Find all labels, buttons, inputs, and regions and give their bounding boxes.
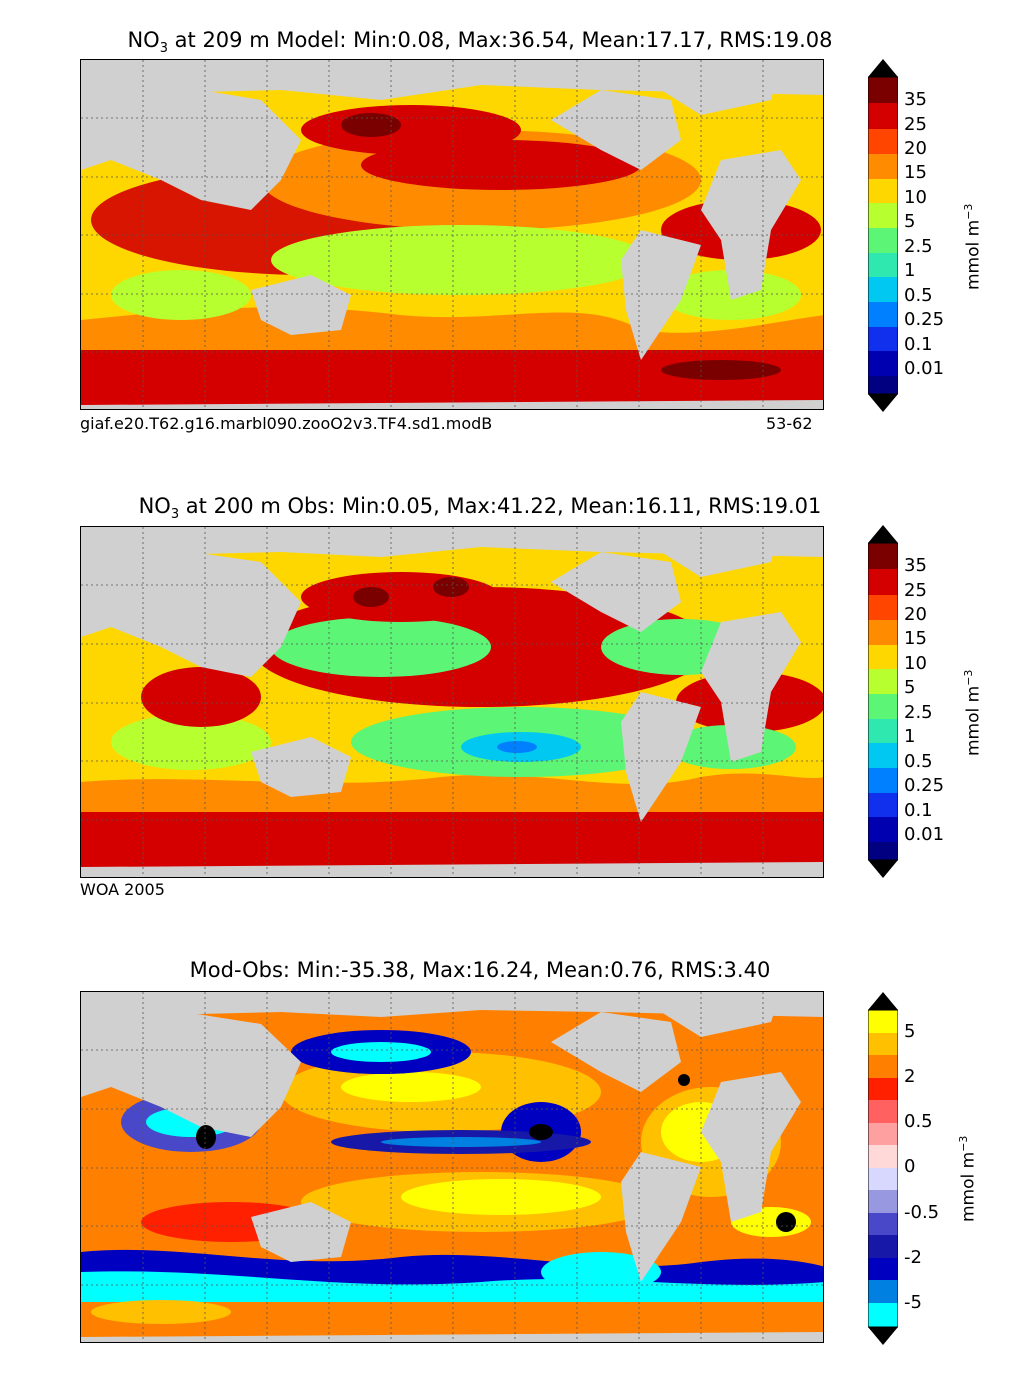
panel-2-colorbar-label: 0.5 bbox=[904, 751, 933, 772]
panel-2-colorbar-label: 15 bbox=[904, 628, 927, 649]
panel-3-colorbar-label: 2 bbox=[904, 1066, 916, 1087]
panel-2-colorbar-label: 25 bbox=[904, 580, 927, 601]
panel-3-colorbar-label: 0 bbox=[904, 1156, 916, 1177]
panel-1-map-svg bbox=[81, 60, 823, 409]
panel-1-colorbar-label: 1 bbox=[904, 260, 916, 281]
panel-1-colorbar-label: 10 bbox=[904, 187, 927, 208]
panel-2-caption-left: WOA 2005 bbox=[80, 880, 165, 899]
panel-1-colorbar-label: 25 bbox=[904, 114, 927, 135]
panel-3-map bbox=[80, 991, 824, 1343]
panel-3-title: Mod-Obs: Min:-35.38, Max:16.24, Mean:0.7… bbox=[189, 958, 771, 982]
panel-2-colorbar-label: 5 bbox=[904, 677, 916, 698]
panel-3-colorbar-label: 5 bbox=[904, 1021, 916, 1042]
panel-2-colorbar-label: 20 bbox=[904, 604, 927, 625]
panel-1-colorbar-label: 5 bbox=[904, 211, 916, 232]
panel-2-colorbar-label: 35 bbox=[904, 555, 927, 576]
panel-3-colorbar-label: -2 bbox=[904, 1247, 922, 1268]
panel-1-title: NO3 at 209 m Model: Min:0.08, Max:36.54,… bbox=[127, 28, 833, 57]
panel-2-title: NO3 at 200 m Obs: Min:0.05, Max:41.22, M… bbox=[138, 494, 822, 523]
panel-1-colorbar-label: 35 bbox=[904, 89, 927, 110]
panel-1-map bbox=[80, 59, 824, 410]
panel-1-caption-left: giaf.e20.T62.g16.marbl090.zooO2v3.TF4.sd… bbox=[80, 414, 493, 433]
panel-2-colorbar-label: 2.5 bbox=[904, 702, 933, 723]
panel-2-map-svg bbox=[81, 527, 823, 877]
panel-1-colorbar-label: 0.5 bbox=[904, 285, 933, 306]
panel-2-colorbar bbox=[867, 525, 899, 878]
panel-2-colorbar-label: 0.25 bbox=[904, 775, 945, 796]
panel-3-colorbar-label: -0.5 bbox=[904, 1202, 940, 1223]
panel-1-colorbar-label: 15 bbox=[904, 162, 927, 183]
panel-1-colorbar-label: 0.1 bbox=[904, 334, 933, 355]
panel-1-colorbar bbox=[867, 59, 899, 412]
panel-2-colorbar-label: 1 bbox=[904, 726, 916, 747]
panel-3-colorbar-label: 0.5 bbox=[904, 1111, 933, 1132]
panel-1-colorbar-unit: mmol m−3 bbox=[962, 203, 984, 290]
panel-1-colorbar-label: 2.5 bbox=[904, 236, 933, 257]
panel-2-map bbox=[80, 526, 824, 878]
panel-1-colorbar-label: 0.01 bbox=[904, 358, 945, 379]
panel-3-map-svg bbox=[81, 992, 823, 1342]
panel-1-colorbar-label: 0.25 bbox=[904, 309, 945, 330]
panel-1-colorbar-label: 20 bbox=[904, 138, 927, 159]
panel-3-colorbar-unit: mmol m−3 bbox=[957, 1135, 979, 1222]
panel-3-colorbar bbox=[867, 992, 899, 1345]
panel-3-colorbar-label: -5 bbox=[904, 1292, 922, 1313]
panel-1-caption-right: 53-62 bbox=[766, 414, 813, 433]
panel-2-colorbar-label: 0.01 bbox=[904, 824, 945, 845]
panel-2-colorbar-unit: mmol m−3 bbox=[962, 669, 984, 756]
panel-2-colorbar-label: 0.1 bbox=[904, 800, 933, 821]
panel-2-colorbar-label: 10 bbox=[904, 653, 927, 674]
